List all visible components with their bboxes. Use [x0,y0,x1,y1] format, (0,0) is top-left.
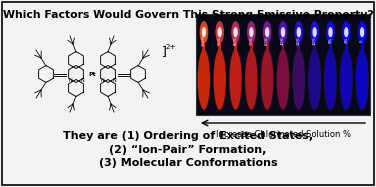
Text: N: N [112,77,116,82]
Ellipse shape [217,27,222,37]
Bar [345,26,348,62]
Bar [266,26,268,62]
Bar [361,26,364,62]
Text: 40%: 40% [281,36,285,45]
Ellipse shape [358,21,367,43]
Text: 2+: 2+ [166,44,176,50]
Text: Pt: Pt [88,71,96,76]
Bar [234,26,237,62]
Text: (2) “Ion-Pair” Formation,: (2) “Ion-Pair” Formation, [109,145,267,155]
Bar [196,14,370,115]
Ellipse shape [340,49,353,110]
Text: 0: 0 [360,39,364,42]
Text: N: N [80,77,84,82]
Ellipse shape [263,21,271,43]
Ellipse shape [312,27,317,37]
Ellipse shape [229,49,242,110]
Bar [218,26,221,62]
Ellipse shape [326,21,335,43]
Text: N: N [68,77,72,82]
Ellipse shape [265,27,269,37]
Ellipse shape [308,49,321,110]
Text: ]: ] [162,45,167,59]
Ellipse shape [202,27,206,37]
Ellipse shape [294,21,303,43]
Bar [203,26,205,62]
Ellipse shape [200,21,208,43]
Ellipse shape [231,21,240,43]
Text: 60%: 60% [265,36,269,45]
Ellipse shape [360,27,364,37]
Ellipse shape [215,21,224,43]
Ellipse shape [277,49,289,110]
Text: 10%: 10% [312,36,317,45]
Ellipse shape [197,49,210,110]
Ellipse shape [261,49,273,110]
Ellipse shape [281,27,285,37]
Ellipse shape [344,27,349,37]
Ellipse shape [233,27,238,37]
Text: 5%: 5% [329,37,332,43]
Ellipse shape [297,27,301,37]
Text: 80%: 80% [233,36,238,45]
Ellipse shape [356,49,368,110]
Bar [313,26,316,62]
Ellipse shape [245,49,258,110]
Bar [282,26,284,62]
Text: 90%: 90% [218,36,222,45]
Ellipse shape [249,27,253,37]
Ellipse shape [310,21,319,43]
Text: 100%: 100% [202,35,206,46]
Text: Increase Chlorinated Solution %: Increase Chlorinated Solution % [215,130,350,139]
Text: N: N [100,77,104,82]
Ellipse shape [342,21,351,43]
Text: (3) Molecular Conformations: (3) Molecular Conformations [99,158,277,168]
Text: 20%: 20% [297,36,301,45]
Ellipse shape [279,21,287,43]
Ellipse shape [328,27,333,37]
Ellipse shape [293,49,305,110]
Bar [250,26,253,62]
Text: 2%: 2% [344,37,348,43]
Ellipse shape [247,21,256,43]
Ellipse shape [324,49,337,110]
Text: Which Factors Would Govern This Strong Emissive Property?: Which Factors Would Govern This Strong E… [3,10,373,20]
Ellipse shape [214,49,226,110]
Bar [329,26,332,62]
Text: They are (1) Ordering of Excited States,: They are (1) Ordering of Excited States, [63,131,313,141]
Text: 70%: 70% [249,36,253,45]
Bar [297,26,300,62]
